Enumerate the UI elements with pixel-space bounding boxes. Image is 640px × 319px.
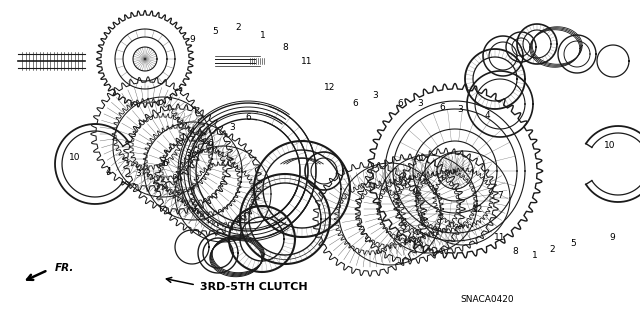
- Text: 5: 5: [570, 240, 576, 249]
- Text: 7: 7: [497, 190, 503, 199]
- Text: 6: 6: [439, 102, 445, 112]
- Text: 2: 2: [549, 246, 555, 255]
- Text: 3: 3: [135, 168, 141, 177]
- Text: 1: 1: [260, 31, 266, 40]
- Text: 10: 10: [69, 152, 81, 161]
- Text: 6: 6: [245, 114, 251, 122]
- Text: 3: 3: [417, 99, 423, 108]
- Text: 11: 11: [301, 57, 313, 66]
- Text: 8: 8: [512, 248, 518, 256]
- Text: 11: 11: [494, 234, 506, 242]
- Text: 9: 9: [609, 234, 615, 242]
- Text: 6: 6: [352, 99, 358, 108]
- Text: 3RD-5TH CLUTCH: 3RD-5TH CLUTCH: [200, 282, 308, 292]
- Text: 6: 6: [397, 99, 403, 108]
- Text: 6: 6: [162, 159, 168, 167]
- Text: 4: 4: [484, 110, 490, 120]
- Text: 4: 4: [105, 167, 111, 176]
- Text: 12: 12: [324, 84, 336, 93]
- Text: 6: 6: [207, 138, 213, 147]
- Text: 3: 3: [372, 92, 378, 100]
- Text: 1: 1: [532, 250, 538, 259]
- Text: 8: 8: [282, 43, 288, 53]
- Text: FR.: FR.: [55, 263, 74, 273]
- Text: 12: 12: [472, 205, 484, 214]
- Text: 3: 3: [185, 149, 191, 158]
- Text: 3: 3: [229, 123, 235, 132]
- Text: SNACA0420: SNACA0420: [460, 295, 514, 305]
- Text: 9: 9: [189, 35, 195, 44]
- Text: 5: 5: [212, 27, 218, 36]
- Text: 2: 2: [235, 24, 241, 33]
- Text: 10: 10: [604, 140, 616, 150]
- Text: 3: 3: [457, 105, 463, 114]
